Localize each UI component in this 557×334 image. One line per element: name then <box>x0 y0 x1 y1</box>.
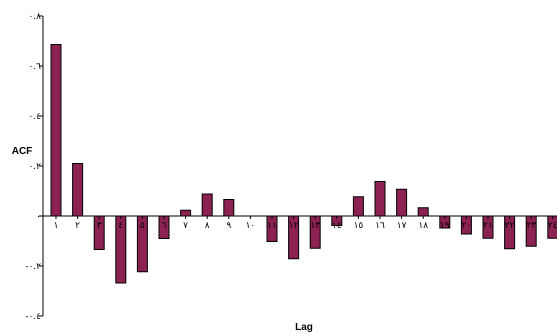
y-tick-label: ۰.٨ <box>28 12 41 22</box>
x-tick-label: ٨ <box>205 221 210 231</box>
x-tick-label: ٥ <box>140 221 145 231</box>
bar-lag-9 <box>223 199 235 217</box>
x-tick-label: ٧ <box>183 221 188 231</box>
bar-lag-7 <box>180 209 192 217</box>
x-tick-label: ٦ <box>162 221 167 231</box>
x-tick-label: ١٢ <box>289 221 299 231</box>
x-tick-label: ١٨ <box>418 221 428 231</box>
plot-area: -۰.٤-۰.٢۰۰.٢۰.٤۰.٦۰.٨١ ٢ ٣ ٤ ٥ ٦ ٧ ٨ ٩ ١٠ ١١ ١٢ ١٣ ١٤… <box>25 12 557 322</box>
x-tick-label: ٢٠ <box>462 221 472 231</box>
y-axis-title: ACF <box>12 146 33 157</box>
y-tick-label: ۰.٢ <box>28 162 41 172</box>
x-tick-label: ١٥ <box>354 221 364 231</box>
x-tick-label: ٩ <box>226 221 231 231</box>
x-axis-title: Lag <box>295 322 313 333</box>
x-tick-label: ١٧ <box>397 221 407 231</box>
bar-lag-17 <box>396 188 408 217</box>
bar-lag-2 <box>72 163 84 217</box>
x-tick-label: ٢١ <box>483 221 493 231</box>
bar-lag-15 <box>352 196 364 217</box>
bar-lag-8 <box>201 193 213 217</box>
x-tick-label: ١١ <box>267 221 277 231</box>
x-tick-label: ١٤ <box>332 221 342 231</box>
bar-lag-16 <box>374 181 386 217</box>
y-tick-label: ۰.٦ <box>28 62 41 72</box>
x-tick-label: ٢ <box>75 221 80 231</box>
y-tick-label: -۰.٤ <box>25 312 41 322</box>
x-tick-label: ١٩ <box>440 221 450 231</box>
x-tick-label: ٢٢ <box>505 221 515 231</box>
x-tick-label: ٢٣ <box>526 221 536 231</box>
x-tick-label: ١٣ <box>310 221 320 231</box>
y-tick-label: ۰ <box>36 212 41 222</box>
x-tick-label: ٤ <box>118 221 123 231</box>
x-tick-label: ١٠ <box>246 221 256 231</box>
bar-lag-1 <box>50 44 62 217</box>
bar-lag-18 <box>417 207 429 217</box>
x-tick-label: ١٦ <box>375 221 385 231</box>
x-tick-label: ١ <box>54 221 59 231</box>
x-tick-label: ٣ <box>97 221 102 231</box>
y-tick-label: -۰.٢ <box>25 262 41 272</box>
x-tick-label: ٢٤ <box>548 221 557 231</box>
y-tick-label: ۰.٤ <box>28 112 41 122</box>
